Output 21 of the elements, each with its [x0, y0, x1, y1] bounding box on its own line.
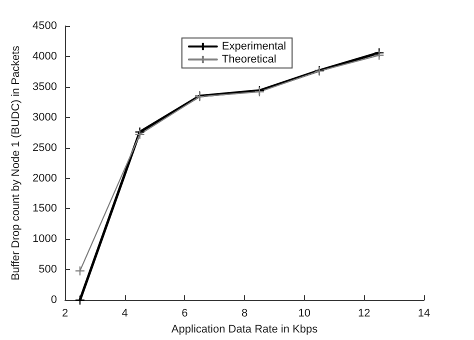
y-tick-label: 1000 [32, 233, 57, 246]
y-tick-label: 4000 [32, 50, 57, 62]
x-tick-label: 14 [418, 308, 430, 320]
x-axis-title: Application Data Rate in Kbps [171, 324, 318, 336]
y-tick-label: 0 [50, 294, 57, 306]
legend-label: Experimental [222, 40, 286, 52]
x-tick-label: 8 [241, 308, 248, 320]
y-tick-label: 500 [38, 264, 57, 276]
y-tick-label: 1500 [32, 202, 57, 215]
y-tick-label: 3500 [32, 80, 57, 93]
x-tick-label: 10 [298, 308, 310, 320]
y-tick-label: 3000 [32, 111, 57, 124]
y-tick-label: 2000 [32, 172, 57, 184]
x-tick-label: 2 [62, 308, 68, 320]
y-tick-label: 2500 [32, 142, 57, 154]
x-tick-label: 4 [122, 308, 128, 320]
y-tick-label: 4500 [32, 20, 57, 32]
legend-label: Theoretical [222, 54, 276, 66]
y-axis-title: Buffer Drop count by Node 1 (BUDC) in Packets [10, 45, 22, 280]
x-tick-label: 6 [182, 308, 188, 320]
x-tick-label: 12 [358, 308, 370, 320]
